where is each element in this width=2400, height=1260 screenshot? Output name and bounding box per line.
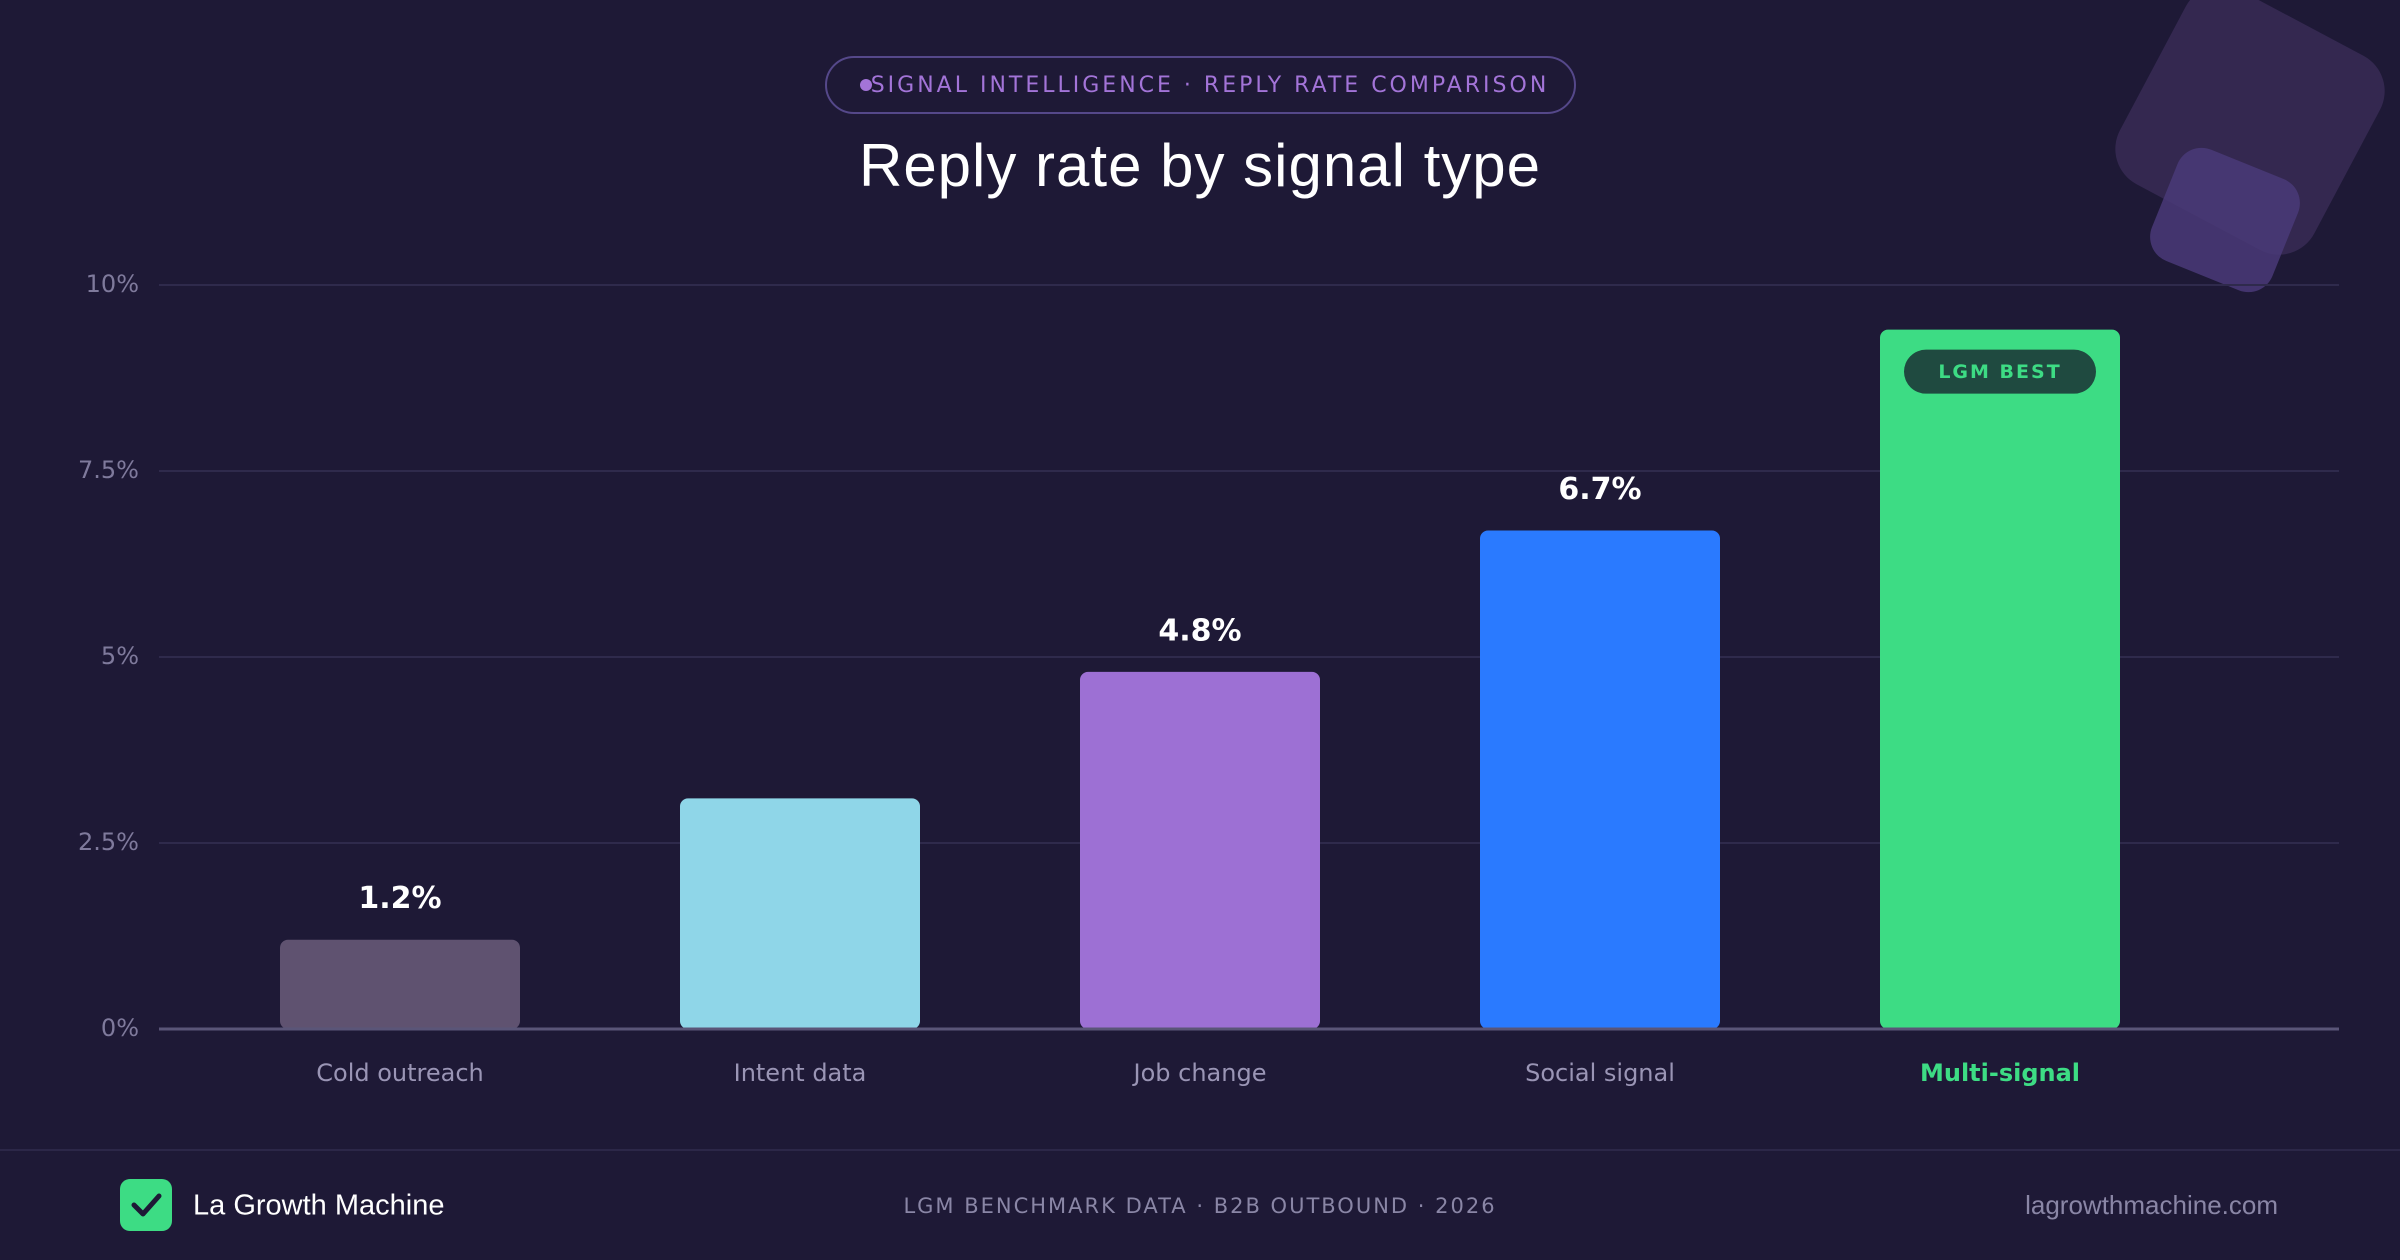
- y-tick-label: 7.5%: [78, 456, 139, 484]
- logo: [120, 1179, 172, 1231]
- bar: [680, 798, 920, 1029]
- bar: [280, 939, 520, 1029]
- value-label: 4.8%: [1158, 613, 1241, 648]
- tag-dot: [860, 79, 872, 91]
- y-tick-label: 2.5%: [78, 828, 139, 856]
- logo-check: [131, 1193, 162, 1217]
- source: LGM BENCHMARK DATA · B2B OUTBOUND · 2026: [903, 1194, 1496, 1218]
- x-tick-label: Multi-signal: [1920, 1059, 2080, 1087]
- brand: La Growth Machine: [193, 1190, 444, 1222]
- tag-text: SIGNAL INTELLIGENCE · REPLY RATE COMPARI…: [871, 73, 1550, 98]
- tag-pill: [825, 56, 1576, 114]
- value-label: 1.2%: [358, 881, 441, 916]
- url: lagrowthmachine.com: [2025, 1190, 2278, 1220]
- badge-text: LGM BEST: [1938, 361, 2061, 383]
- bar: [1480, 530, 1720, 1029]
- bar: [1880, 329, 2120, 1029]
- y-tick-label: 5%: [101, 642, 139, 670]
- x-tick-label: Intent data: [734, 1059, 867, 1087]
- y-tick-label: 10%: [86, 270, 139, 298]
- chart-title: Reply rate by signal type: [858, 132, 1541, 199]
- value-label: 6.7%: [1558, 472, 1641, 507]
- decoration: [2115, 0, 2385, 293]
- y-tick-label: 0%: [101, 1014, 139, 1042]
- badge: [1904, 349, 2096, 394]
- x-tick-label: Cold outreach: [316, 1059, 484, 1087]
- x-tick-label: Job change: [1132, 1059, 1267, 1087]
- bar: [1080, 671, 1320, 1029]
- x-tick-label: Social signal: [1525, 1059, 1675, 1087]
